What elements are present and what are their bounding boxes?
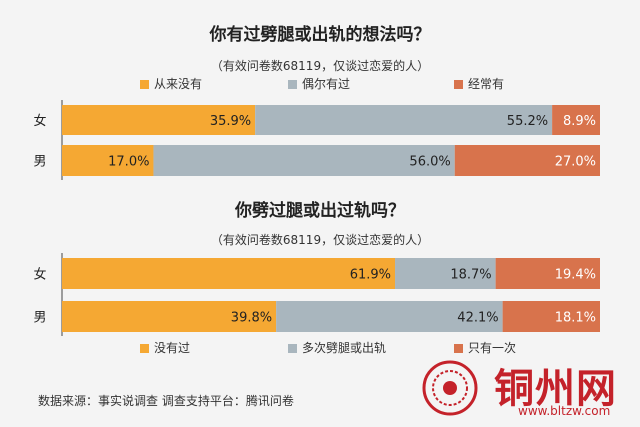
chart-2-subtitle: （有效问卷数68119，仅谈过恋爱的人）	[211, 232, 429, 247]
bar-2-2-1	[62, 301, 277, 332]
legend-2-swatch-1	[140, 344, 149, 353]
legend-2-swatch-2	[288, 344, 297, 353]
legend-1-swatch-2	[288, 80, 297, 89]
legend-1-swatch-3	[454, 80, 463, 89]
data-label-2-1-1: 61.9%	[350, 268, 391, 283]
data-label-1-2-3: 27.0%	[555, 155, 596, 170]
legend-1-label-2: 偶尔有过	[302, 76, 350, 91]
bar-1-1-3	[552, 105, 600, 135]
legend-2-swatch-3	[454, 344, 463, 353]
bar-1-2-3	[454, 145, 600, 176]
watermark-url: www.bltzw.com	[518, 404, 611, 418]
bar-1-2-2	[153, 145, 455, 176]
category-label-1-2: 男	[33, 155, 46, 170]
data-label-2-2-3: 18.1%	[555, 311, 596, 326]
bar-2-2-2	[276, 301, 503, 332]
watermark: 铜州网 www.bltzw.com	[410, 354, 632, 422]
bar-2-1-1	[62, 258, 396, 289]
data-label-1-2-1: 17.0%	[108, 155, 149, 170]
chart-1-title: 你有过劈腿或出轨的想法吗？	[209, 24, 431, 45]
data-label-1-1-3: 8.9%	[563, 114, 596, 129]
data-label-1-1-1: 35.9%	[210, 114, 251, 129]
bar-2-1-2	[395, 258, 496, 289]
data-label-2-2-2: 42.1%	[457, 311, 498, 326]
data-label-1-1-2: 55.2%	[507, 114, 548, 129]
legend-2-label-2: 多次劈腿或出轨	[302, 340, 386, 355]
legend-1-label-1: 从来没有	[154, 76, 202, 91]
legend-2-label-1: 没有过	[154, 340, 190, 355]
chart-2-title: 你劈过腿或出过轨吗？	[234, 200, 405, 221]
legend-1-swatch-1	[140, 80, 149, 89]
bar-2-1-3	[495, 258, 600, 289]
bar-1-1-2	[255, 105, 553, 135]
bar-1-1-1	[62, 105, 256, 135]
legend-1-label-3: 经常有	[468, 77, 504, 91]
category-label-1-1: 女	[33, 113, 46, 129]
data-label-2-2-1: 39.8%	[231, 311, 272, 326]
bar-2-2-3	[502, 301, 600, 332]
footer-source: 数据来源：事实说调查 调查支持平台：腾讯问卷	[38, 394, 294, 408]
category-label-2-1: 女	[33, 267, 46, 283]
data-label-2-1-2: 18.7%	[450, 268, 491, 283]
legend-2-label-3: 只有一次	[468, 341, 516, 355]
data-label-1-2-2: 56.0%	[409, 155, 450, 170]
watermark-seal-icon	[422, 360, 478, 416]
chart-1-subtitle: （有效问卷数68119，仅谈过恋爱的人）	[211, 58, 429, 73]
bar-1-2-1	[62, 145, 154, 176]
category-label-2-2: 男	[33, 311, 46, 326]
data-label-2-1-3: 19.4%	[555, 268, 596, 283]
watermark-name: 铜州网	[494, 365, 617, 412]
